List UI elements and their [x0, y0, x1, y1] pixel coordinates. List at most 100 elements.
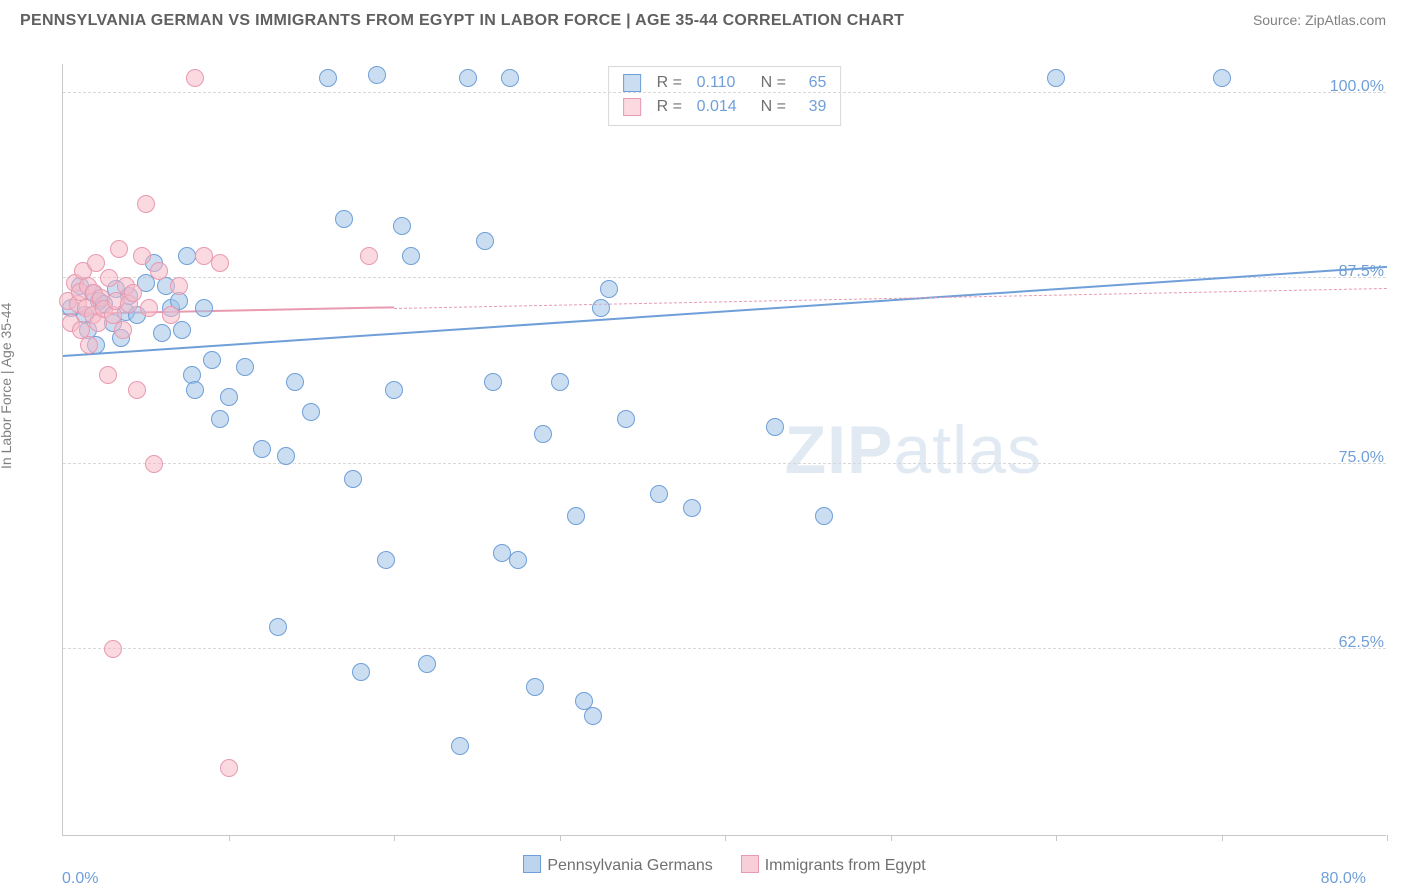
chart-title: PENNSYLVANIA GERMAN VS IMMIGRANTS FROM E…: [20, 12, 904, 30]
data-point: [286, 373, 304, 391]
y-tick-label: 62.5%: [1339, 634, 1388, 652]
data-point: [493, 544, 511, 562]
data-point: [195, 247, 213, 265]
data-point: [220, 388, 238, 406]
data-point: [186, 381, 204, 399]
data-point: [402, 247, 420, 265]
data-point: [302, 403, 320, 421]
watermark: ZIPatlas: [785, 411, 1042, 489]
data-point: [133, 247, 151, 265]
plot-region: ZIPatlas R =0.110N =65R =0.014N =39 Penn…: [62, 64, 1386, 836]
data-point: [170, 277, 188, 295]
data-point: [385, 381, 403, 399]
r-label: R =: [657, 95, 687, 119]
data-point: [124, 284, 142, 302]
data-point: [592, 299, 610, 317]
data-point: [377, 551, 395, 569]
stats-legend-box: R =0.110N =65R =0.014N =39: [608, 66, 842, 126]
data-point: [476, 232, 494, 250]
data-point: [220, 759, 238, 777]
legend-swatch: [523, 855, 541, 873]
chart-area: In Labor Force | Age 35-44 ZIPatlas R =0…: [20, 46, 1386, 892]
x-tick: [1387, 835, 1388, 841]
n-value: 39: [809, 95, 827, 119]
data-point: [683, 499, 701, 517]
source-label: Source: ZipAtlas.com: [1253, 12, 1386, 28]
data-point: [766, 418, 784, 436]
data-point: [100, 269, 118, 287]
legend-item[interactable]: Immigrants from Egypt: [741, 855, 926, 875]
legend-swatch: [623, 98, 641, 116]
data-point: [368, 66, 386, 84]
x-tick: [1056, 835, 1057, 841]
data-point: [110, 240, 128, 258]
data-point: [484, 373, 502, 391]
data-point: [178, 247, 196, 265]
data-point: [526, 678, 544, 696]
data-point: [128, 381, 146, 399]
data-point: [137, 195, 155, 213]
r-value: 0.014: [697, 95, 751, 119]
x-tick: [394, 835, 395, 841]
data-point: [162, 306, 180, 324]
data-point: [393, 217, 411, 235]
data-point: [140, 299, 158, 317]
stats-row: R = 0.014 N = 39: [623, 95, 827, 119]
data-point: [617, 410, 635, 428]
data-point: [114, 321, 132, 339]
data-point: [99, 366, 117, 384]
data-point: [104, 640, 122, 658]
x-tick: [229, 835, 230, 841]
data-point: [352, 663, 370, 681]
data-point: [145, 455, 163, 473]
data-point: [509, 551, 527, 569]
x-tick: [1222, 835, 1223, 841]
data-point: [1047, 69, 1065, 87]
data-point: [650, 485, 668, 503]
data-point: [360, 247, 378, 265]
x-tick: [891, 835, 892, 841]
data-point: [203, 351, 221, 369]
data-point: [501, 69, 519, 87]
data-point: [253, 440, 271, 458]
data-point: [534, 425, 552, 443]
x-tick: [725, 835, 726, 841]
legend-swatch: [741, 855, 759, 873]
gridline: [63, 277, 1386, 278]
data-point: [269, 618, 287, 636]
data-point: [1213, 69, 1231, 87]
series-legend: Pennsylvania Germans Immigrants from Egyp…: [63, 855, 1386, 875]
data-point: [584, 707, 602, 725]
gridline: [63, 92, 1386, 93]
data-point: [344, 470, 362, 488]
gridline: [63, 648, 1386, 649]
data-point: [459, 69, 477, 87]
data-point: [236, 358, 254, 376]
data-point: [80, 336, 98, 354]
gridline: [63, 463, 1386, 464]
data-point: [451, 737, 469, 755]
data-point: [150, 262, 168, 280]
trend-line-dashed: [394, 288, 1387, 309]
data-point: [600, 280, 618, 298]
data-point: [551, 373, 569, 391]
x-axis-min-label: 0.0%: [62, 870, 98, 888]
y-axis-label: In Labor Force | Age 35-44: [0, 303, 14, 469]
data-point: [186, 69, 204, 87]
x-tick: [560, 835, 561, 841]
data-point: [815, 507, 833, 525]
legend-item[interactable]: Pennsylvania Germans: [523, 855, 712, 875]
n-label: N =: [761, 95, 799, 119]
y-tick-label: 100.0%: [1330, 78, 1388, 96]
data-point: [319, 69, 337, 87]
data-point: [211, 410, 229, 428]
data-point: [335, 210, 353, 228]
data-point: [418, 655, 436, 673]
y-tick-label: 75.0%: [1339, 449, 1388, 467]
data-point: [567, 507, 585, 525]
trend-line: [63, 266, 1387, 357]
legend-swatch: [623, 74, 641, 92]
data-point: [153, 324, 171, 342]
data-point: [277, 447, 295, 465]
data-point: [195, 299, 213, 317]
